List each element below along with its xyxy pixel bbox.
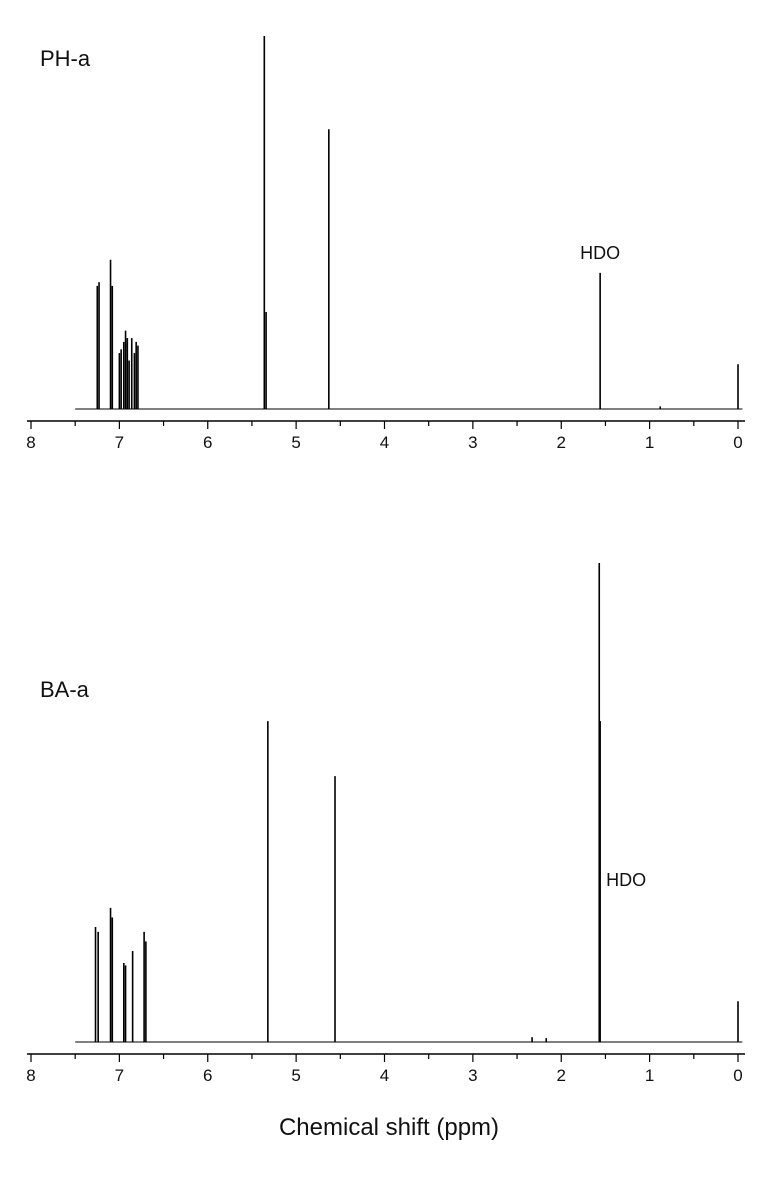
spectrum-peaks-panel-2 [75,563,743,1043]
x-tick-label: 0 [733,1066,742,1085]
spectrum-panel-ph-a: PH-a 8 7 6 5 4 3 2 1 0 HDO [26,36,745,452]
x-tick-label: 1 [645,1066,654,1085]
x-tick-label: 5 [291,1066,300,1085]
x-tick-label: 6 [203,433,212,452]
spectrum-panel-ba-a: BA-a 8 7 6 5 4 3 2 1 0 HDO [26,563,745,1085]
annotations-panel-1: HDO [580,243,620,263]
panel-title-ph-a: PH-a [40,46,91,71]
x-axis-label: Chemical shift (ppm) [279,1114,499,1141]
x-ticks-panel-2: 8 7 6 5 4 3 2 1 0 [26,1054,743,1085]
x-tick-label: 4 [380,433,389,452]
x-tick-label: 3 [468,433,477,452]
x-tick-label: 0 [733,433,742,452]
x-tick-label: 3 [468,1066,477,1085]
x-tick-label: 7 [115,1066,124,1085]
peak-annotation-hdo: HDO [580,243,620,263]
annotations-panel-2: HDO [606,870,646,890]
x-tick-label: 8 [26,1066,35,1085]
panel-title-ba-a: BA-a [40,677,90,702]
x-tick-label: 2 [557,433,566,452]
x-ticks-panel-1: 8 7 6 5 4 3 2 1 0 [26,421,743,452]
x-tick-label: 8 [26,433,35,452]
x-tick-label: 2 [557,1066,566,1085]
x-tick-label: 1 [645,433,654,452]
spectrum-peaks-panel-1 [75,36,743,410]
x-tick-label: 5 [291,433,300,452]
x-tick-label: 7 [115,433,124,452]
x-tick-label: 6 [203,1066,212,1085]
x-tick-label: 4 [380,1066,389,1085]
peak-annotation-hdo: HDO [606,870,646,890]
